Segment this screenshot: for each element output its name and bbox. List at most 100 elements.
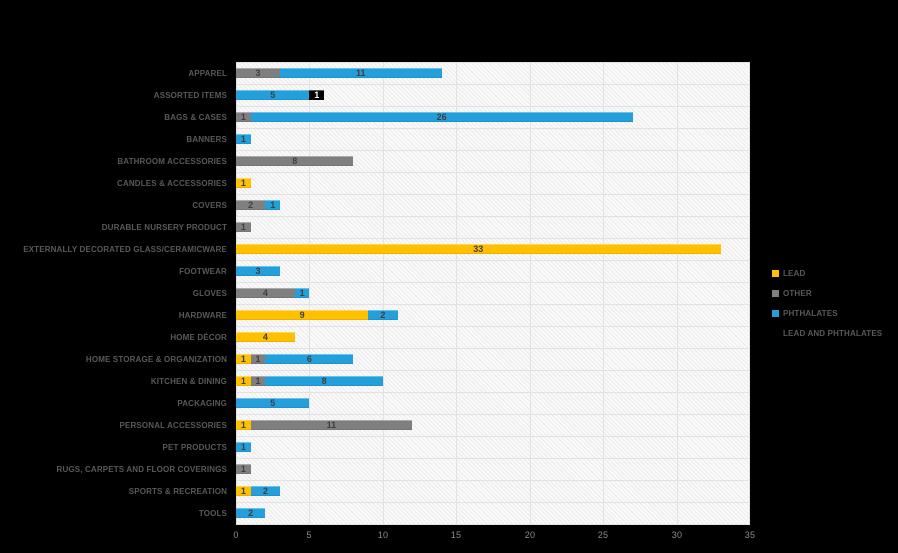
horizontal-gridline: [236, 282, 750, 283]
bar-segment-phthalates: 5: [236, 90, 310, 100]
value-label: 1: [240, 419, 246, 430]
horizontal-gridline: [236, 150, 750, 151]
category-label: RUGS, CARPETS AND FLOOR COVERINGS: [56, 464, 227, 474]
bar-segment-phthalates: 11: [280, 68, 442, 78]
vertical-gridline: [603, 62, 604, 524]
bar-segment-lead: 33: [236, 244, 721, 254]
value-label: 6: [306, 353, 312, 364]
category-label: BAGS & CASES: [164, 112, 227, 122]
bar-segment-lead: 1: [236, 486, 251, 496]
category-label: BATHROOM ACCESSORIES: [117, 156, 227, 166]
bar-segment-phthalates: 2: [236, 507, 266, 518]
value-label: 4: [262, 331, 268, 342]
value-label: 1: [240, 441, 246, 452]
horizontal-gridline: [236, 216, 750, 217]
value-label: 9: [299, 309, 305, 320]
horizontal-gridline: [236, 304, 750, 305]
value-label: 2: [248, 199, 254, 210]
horizontal-gridline: [236, 348, 750, 349]
bar-segment-phthalates: 5: [236, 398, 310, 408]
bar-segment-lead: 4: [236, 332, 295, 342]
category-label: ASSORTED ITEMS: [153, 90, 227, 100]
bar-row: 1: [236, 222, 251, 232]
category-label: PACKAGING: [177, 398, 227, 408]
bar-row: 3: [236, 265, 281, 276]
category-label: APPAREL: [188, 68, 227, 78]
bar-row: 2: [236, 507, 266, 518]
category-label: PET PRODUCTS: [162, 442, 227, 452]
value-label: 1: [240, 485, 246, 496]
horizontal-gridline: [236, 62, 750, 63]
value-label: 1: [240, 221, 246, 232]
category-label: DURABLE NURSERY PRODUCT: [101, 222, 227, 232]
horizontal-gridline: [236, 238, 750, 239]
category-label: KITCHEN & DINING: [150, 376, 227, 386]
bar-segment-phthalates: 1: [294, 287, 310, 298]
x-axis-tick-label: 5: [306, 530, 312, 540]
bar-segment-other: 1: [236, 222, 251, 232]
value-label: 1: [240, 353, 246, 364]
x-axis-tick-label: 35: [744, 530, 756, 540]
bar-segment-lead: 9: [236, 309, 369, 320]
category-label: TOOLS: [198, 508, 227, 518]
bar-segment-other: 11: [250, 419, 413, 430]
x-axis-tick-label: 10: [377, 530, 389, 540]
vertical-gridline: [456, 62, 457, 524]
x-axis-tick-label: 0: [233, 530, 239, 540]
category-label: EXTERNALLY DECORATED GLASS/CERAMICWARE: [23, 244, 227, 254]
horizontal-gridline: [236, 480, 750, 481]
legend-swatch-icon: [772, 289, 779, 297]
vertical-gridline: [383, 62, 384, 524]
bar-segment-other: 2: [236, 199, 266, 210]
bar-segment-other: 3: [236, 67, 281, 78]
value-label: 26: [436, 111, 447, 122]
bar-segment-lead: 1: [236, 178, 251, 188]
bar-row: 1: [236, 178, 251, 188]
value-label: 1: [299, 287, 305, 298]
horizontal-gridline: [236, 194, 750, 195]
category-label: HOME DÉCOR: [170, 332, 227, 342]
horizontal-gridline: [236, 436, 750, 437]
category-label: HOME STORAGE & ORGANIZATION: [85, 354, 227, 364]
value-label: 11: [326, 419, 337, 430]
legend-item: LEAD: [772, 263, 882, 283]
bar-row: 1 26: [236, 112, 633, 122]
value-label: 1: [270, 199, 276, 210]
bar-segment-phthalates: 1: [236, 134, 251, 144]
x-axis-tick-label: 20: [524, 530, 536, 540]
horizontal-gridline: [236, 392, 750, 393]
legend-item: LEAD AND PHTHALATES: [772, 323, 882, 343]
value-label: 2: [248, 507, 254, 518]
horizontal-gridline: [236, 128, 750, 129]
value-label: 3: [255, 265, 261, 276]
horizontal-gridline: [236, 502, 750, 503]
category-label: PERSONAL ACCESSORIES: [119, 420, 227, 430]
value-label: 1: [240, 375, 246, 386]
bar-row: 8: [236, 156, 354, 166]
bar-segment-other: 1: [250, 376, 266, 386]
value-label: 3: [255, 67, 261, 78]
value-label: 11: [356, 67, 366, 78]
value-label: 4: [262, 287, 268, 298]
legend-label: OTHER: [783, 288, 812, 298]
category-label: CANDLES & ACCESSORIES: [117, 178, 227, 188]
horizontal-gridline: [236, 260, 750, 261]
bar-segment-phthalates: 26: [250, 111, 633, 122]
horizontal-gridline: [236, 414, 750, 415]
category-label: COVERS: [192, 200, 227, 210]
horizontal-gridline: [236, 458, 750, 459]
bar-segment-other: 1: [236, 464, 251, 474]
bar-segment-other: 1: [250, 353, 266, 364]
value-label: 1: [255, 353, 261, 364]
legend-item: PHTHALATES: [772, 303, 882, 323]
legend-label: LEAD: [783, 268, 806, 278]
bar-row: 1: [236, 464, 251, 474]
bar-segment-other: 1: [236, 112, 251, 122]
bar-row: 1: [236, 134, 251, 144]
legend-item: OTHER: [772, 283, 882, 303]
